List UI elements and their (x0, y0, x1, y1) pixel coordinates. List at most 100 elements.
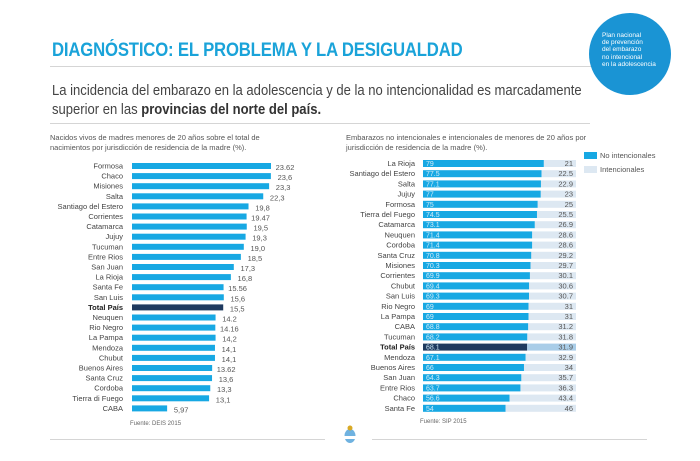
value-label-intencional: 23 (565, 190, 573, 199)
category-label: Santiago del Estero (58, 202, 123, 211)
bar-intencional (528, 323, 576, 331)
value-label-no-intencional: 71.4 (426, 232, 440, 239)
bar-no-intencional (423, 404, 506, 412)
bar (132, 163, 271, 169)
value-label-no-intencional: 63.7 (426, 385, 440, 392)
value-label-intencional: 31.2 (558, 322, 573, 331)
subtitle-bold: provincias del norte del país. (141, 102, 322, 118)
category-label: Jujuy (397, 190, 415, 199)
value-label: 19,8 (255, 203, 270, 212)
badge-line: de prevención (602, 39, 643, 47)
value-label: 19,3 (252, 234, 267, 243)
category-label: CABA (395, 322, 415, 331)
bar (132, 233, 246, 240)
bar-intencional (543, 160, 576, 167)
bar (132, 223, 247, 230)
value-label-intencional: 25.5 (558, 210, 573, 219)
category-label: Santa Fe (93, 283, 123, 292)
right-chart-source: Fuente: SIP 2015 (420, 419, 467, 425)
bar-no-intencional (423, 180, 541, 188)
category-label: San Luis (386, 292, 415, 301)
bar (132, 294, 224, 301)
category-label: Salta (398, 179, 416, 188)
bar-no-intencional (423, 374, 522, 382)
bar (132, 264, 234, 270)
value-label: 19,0 (251, 244, 266, 253)
badge-line: en la adolescencia (602, 60, 656, 68)
bar (132, 173, 271, 180)
legend-label-no-intencional: No intencionales (600, 151, 656, 160)
bar-no-intencional (423, 302, 529, 310)
value-label-no-intencional: 68.1 (426, 345, 440, 352)
value-label-intencional: 30.1 (558, 271, 573, 280)
value-label-intencional: 36.3 (558, 383, 573, 392)
value-label: 23,6 (278, 173, 293, 182)
category-label: Mendoza (384, 353, 416, 362)
category-label: Rio Negro (89, 323, 123, 332)
bar-intencional (531, 251, 576, 259)
bar (132, 203, 249, 210)
value-label: 14,1 (222, 345, 237, 354)
plan-badge: Plan nacional de prevención del embarazo… (589, 13, 671, 95)
page-title: DIAGNÓSTICO: EL PROBLEMA Y LA DESIGUALDA… (52, 40, 463, 61)
category-label: Total País (380, 343, 415, 352)
category-label: Catamarca (378, 220, 416, 229)
category-label: Chubut (99, 353, 124, 362)
category-label: Neuquen (385, 230, 415, 239)
category-label: Neuquen (93, 313, 123, 322)
category-label: La Rioja (387, 159, 415, 168)
value-label: 15,6 (230, 294, 245, 303)
value-label-no-intencional: 68.2 (426, 334, 440, 341)
bar-no-intencional (423, 313, 529, 320)
category-label: Santa Cruz (377, 251, 415, 260)
value-label-no-intencional: 64.3 (426, 375, 440, 382)
category-label: San Luis (94, 293, 123, 302)
bar-no-intencional (423, 262, 531, 269)
bar (132, 253, 241, 260)
category-label: Santa Fe (385, 404, 415, 413)
bar-no-intencional (423, 364, 524, 371)
value-label-no-intencional: 69 (426, 304, 434, 311)
category-label: Chubut (391, 281, 416, 290)
value-label-intencional: 35.7 (558, 373, 573, 382)
category-label: La Rioja (95, 273, 123, 282)
bar (132, 274, 231, 281)
category-label: Salta (106, 192, 124, 201)
value-label-intencional: 43.4 (558, 394, 573, 403)
bar-intencional (540, 190, 576, 198)
value-label-intencional: 30.7 (558, 292, 573, 301)
bar (132, 193, 264, 200)
bar (132, 243, 244, 250)
value-label: 17,3 (241, 264, 256, 273)
value-label-intencional: 21 (565, 159, 573, 168)
bar-intencional (527, 343, 576, 351)
category-label: Formosa (385, 200, 415, 209)
bar-intencional (529, 292, 576, 300)
bar (132, 395, 210, 402)
value-label: 13,3 (217, 385, 232, 394)
bar-intencional (534, 221, 576, 229)
bar-no-intencional (423, 292, 530, 300)
bar (132, 183, 270, 190)
value-label-intencional: 22.5 (558, 169, 573, 178)
value-label-intencional: 22.9 (558, 179, 573, 188)
bar (132, 324, 216, 331)
category-label: Total País (88, 303, 123, 312)
bar-no-intencional (423, 211, 537, 218)
value-label-no-intencional: 69.9 (426, 273, 440, 280)
bar-no-intencional (423, 272, 530, 280)
badge-line: del embarazo (602, 46, 642, 54)
footer-divider-left (50, 439, 325, 440)
value-label-intencional: 25 (565, 200, 573, 209)
value-label-no-intencional: 77.5 (426, 171, 440, 178)
bar-no-intencional (423, 231, 533, 239)
value-label-no-intencional: 74.5 (426, 212, 440, 219)
value-label-intencional: 31 (565, 312, 573, 321)
value-label-no-intencional: 70.8 (426, 253, 440, 260)
value-label-intencional: 26.9 (558, 220, 573, 229)
category-label: Misiones (93, 182, 123, 191)
bar-intencional (529, 282, 576, 290)
bar (132, 354, 215, 361)
value-label-no-intencional: 79 (426, 161, 434, 168)
footer-divider-right (372, 439, 647, 440)
